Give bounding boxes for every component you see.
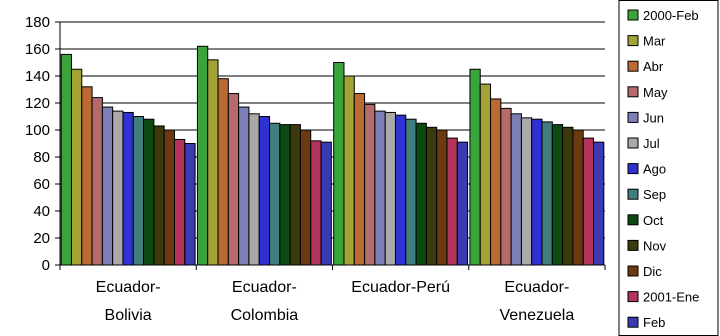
legend-swatch bbox=[627, 86, 639, 98]
bar bbox=[173, 138, 186, 266]
bar bbox=[207, 59, 219, 266]
bar bbox=[384, 111, 396, 266]
legend-swatch bbox=[627, 163, 639, 175]
bar bbox=[500, 107, 512, 266]
x-category-label: Colombia bbox=[231, 307, 299, 324]
bar bbox=[320, 141, 332, 266]
bar bbox=[364, 103, 376, 266]
y-tick-label: 60 bbox=[33, 176, 50, 193]
bar bbox=[60, 53, 72, 266]
bar bbox=[289, 124, 301, 266]
legend-swatch bbox=[627, 316, 639, 328]
legend-swatch bbox=[627, 291, 639, 303]
bar bbox=[572, 129, 584, 266]
y-tick-label: 140 bbox=[25, 68, 50, 85]
legend-label: Dic bbox=[643, 264, 662, 279]
x-category-label: Bolivia bbox=[105, 307, 152, 324]
bar bbox=[394, 114, 407, 266]
legend-swatch bbox=[627, 9, 639, 21]
legend-swatch bbox=[627, 60, 639, 72]
legend-label: Nov bbox=[643, 238, 667, 253]
bar bbox=[469, 68, 481, 266]
y-tick-label: 80 bbox=[33, 149, 50, 166]
bar bbox=[436, 129, 448, 266]
legend-label: Abr bbox=[643, 59, 664, 74]
bar bbox=[91, 97, 103, 266]
bar bbox=[163, 129, 175, 266]
x-category-label: Ecuador- bbox=[232, 279, 297, 296]
bar bbox=[343, 75, 355, 266]
bar bbox=[531, 118, 543, 266]
legend-swatch bbox=[627, 214, 639, 226]
bar bbox=[541, 121, 553, 266]
bar bbox=[217, 78, 229, 266]
legend-label: Feb bbox=[643, 315, 665, 330]
bar bbox=[122, 111, 134, 266]
x-category-label: Ecuador- bbox=[96, 279, 161, 296]
bar bbox=[562, 126, 574, 266]
bar bbox=[551, 124, 564, 266]
bar bbox=[299, 129, 312, 266]
x-category-label: Ecuador- bbox=[504, 279, 569, 296]
bar bbox=[405, 118, 417, 266]
bar bbox=[238, 106, 250, 266]
bar bbox=[143, 118, 155, 266]
bar bbox=[132, 116, 145, 266]
legend-swatch bbox=[627, 35, 639, 47]
legend: 2000-Feb Mar Abr May Jun Jul Ago Sep Oct Nov Dic 20… bbox=[618, 0, 719, 336]
legend-label: Sep bbox=[643, 187, 666, 202]
bar bbox=[112, 110, 124, 266]
legend-label: 2000-Feb bbox=[643, 8, 699, 23]
y-tick-label: 0 bbox=[42, 257, 50, 274]
bar bbox=[269, 122, 281, 266]
legend-label: Ago bbox=[643, 162, 666, 177]
bar bbox=[374, 110, 386, 266]
bar bbox=[279, 124, 291, 266]
legend-swatch bbox=[627, 265, 639, 277]
y-tick-label: 40 bbox=[33, 203, 50, 220]
y-tick-label: 20 bbox=[33, 230, 50, 247]
bar bbox=[248, 113, 260, 266]
bar bbox=[333, 62, 345, 266]
y-tick-label: 160 bbox=[25, 41, 50, 58]
bar bbox=[510, 113, 522, 266]
bar bbox=[582, 137, 595, 266]
legend-label: 2001-Ene bbox=[643, 290, 699, 305]
legend-label: Mar bbox=[643, 34, 666, 49]
y-tick-label: 120 bbox=[25, 95, 50, 112]
bar bbox=[456, 141, 469, 266]
legend-label: May bbox=[643, 85, 668, 100]
bar bbox=[227, 93, 240, 266]
bar bbox=[425, 126, 438, 266]
legend-swatch bbox=[627, 137, 639, 149]
bar bbox=[153, 125, 165, 266]
bar bbox=[258, 116, 271, 266]
legend-swatch bbox=[627, 111, 639, 123]
legend-label: Jul bbox=[643, 136, 660, 151]
bar bbox=[196, 45, 209, 266]
legend-label: Oct bbox=[643, 213, 664, 228]
bar bbox=[446, 137, 458, 266]
y-tick-label: 180 bbox=[25, 14, 50, 31]
bar bbox=[70, 68, 83, 266]
bar bbox=[101, 106, 114, 266]
bar bbox=[479, 83, 492, 266]
bar bbox=[593, 141, 605, 266]
plot-area: 0 20 40 60 80 100 120 140 160 180 Ecuador- Bolivia E… bbox=[25, 14, 606, 324]
bar bbox=[184, 143, 196, 266]
legend-swatch bbox=[627, 239, 639, 251]
legend-label: Jun bbox=[643, 110, 664, 125]
legend-swatch bbox=[627, 188, 639, 200]
bar bbox=[81, 86, 93, 266]
bar bbox=[490, 98, 502, 266]
bar bbox=[310, 140, 322, 266]
x-category-label: Venezuela bbox=[500, 307, 575, 324]
bar bbox=[415, 122, 427, 266]
x-category-label: Ecuador-Perú bbox=[351, 279, 450, 296]
y-tick-label: 100 bbox=[25, 122, 50, 139]
bar bbox=[520, 117, 533, 266]
bar bbox=[353, 93, 366, 266]
